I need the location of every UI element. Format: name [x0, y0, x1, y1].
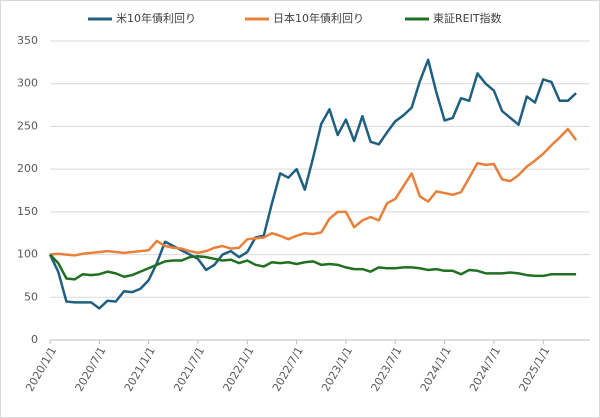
legend: 米10年債利回り 日本10年債利回り 東証REIT指数: [88, 11, 502, 25]
y-tick-label: 250: [17, 119, 38, 132]
y-tick-label: 50: [24, 290, 38, 303]
y-tick-label: 350: [17, 34, 38, 47]
legend-label: 米10年債利回り: [116, 11, 196, 25]
series-line: [48, 58, 577, 310]
series-line: [49, 253, 577, 281]
y-tick-label: 150: [17, 205, 38, 218]
legend-label: 東証REIT指数: [433, 11, 502, 25]
y-tick-label: 200: [17, 162, 38, 175]
y-tick-label: 300: [17, 77, 38, 90]
series-line: [49, 127, 578, 257]
y-tick-label: 0: [31, 333, 38, 346]
y-tick-label: 100: [17, 248, 38, 261]
legend-label: 日本10年債利回り: [273, 11, 364, 25]
